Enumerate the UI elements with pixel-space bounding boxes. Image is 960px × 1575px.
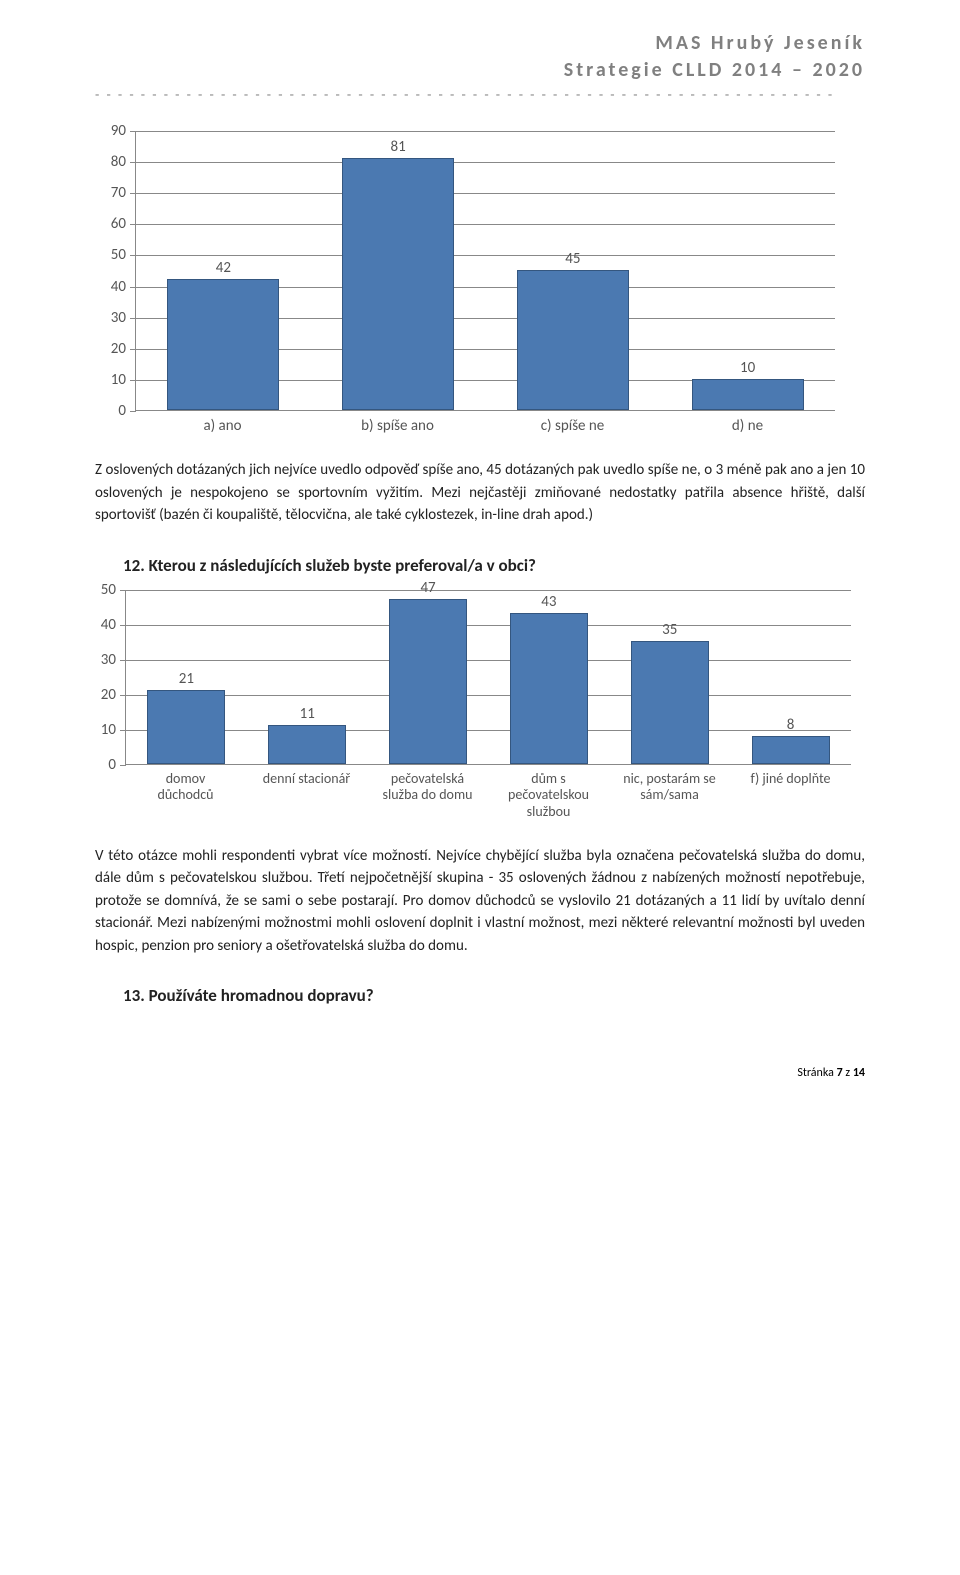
chart2-ylabel: 0 [108,756,116,774]
chart1-bar [692,379,804,410]
document-header: MAS Hrubý Jeseník Strategie CLLD 2014 – … [95,30,865,84]
chart2-plot: 0102030405021114743358 [125,590,851,765]
chart1-tickmark [130,411,136,412]
chart-1: 010203040506070809042814510a) anob) spíš… [95,131,865,435]
question-13: 13. Používáte hromadnou dopravu? [95,985,865,1006]
chart2-bar-value: 35 [662,621,677,639]
chart1-ylabel: 40 [111,278,126,296]
page-footer: Stránka 7 z 14 [95,1066,865,1080]
chart1-ylabel: 0 [118,402,126,420]
chart1-bar [517,270,629,410]
header-rule: - - - - - - - - - - - - - - - - - - - - … [95,86,865,103]
chart1-bar-value: 10 [740,359,755,377]
chart2-ylabel: 10 [101,721,116,739]
footer-prefix: Stránka [797,1066,836,1080]
chart1-bar-value: 45 [565,250,580,268]
chart1-bar [167,279,279,410]
chart1-xaxis: a) anob) spíše anoc) spíše ned) ne [135,417,835,435]
chart2-bar-value: 8 [787,716,795,734]
chart-2: 0102030405021114743358domovdůchodcůdenní… [95,590,865,821]
chart1-bar-value: 42 [216,259,231,277]
paragraph-1: Z oslovených dotázaných jich nejvíce uve… [95,459,865,527]
chart2-ylabel: 20 [101,686,116,704]
chart1-ylabel: 20 [111,340,126,358]
chart2-bar-cell: 43 [488,593,609,764]
chart2-tickmark [120,765,126,766]
chart1-bar [342,158,454,410]
chart2-bar [389,599,467,764]
chart2-xlabel: nic, postarám sesám/sama [609,771,730,821]
page: MAS Hrubý Jeseník Strategie CLLD 2014 – … [0,0,960,1120]
header-line-2: Strategie CLLD 2014 – 2020 [95,57,865,84]
chart1-bar-cell: 42 [136,259,311,410]
chart2-bar-value: 43 [541,593,556,611]
chart2-xlabel: denní stacionář [246,771,367,821]
paragraph-2: V této otázce mohli respondenti vybrat v… [95,845,865,958]
chart1-bar-value: 81 [391,138,406,156]
chart2-xlabel: domovdůchodců [125,771,246,821]
chart2-bar [752,736,830,764]
chart1-xlabel: a) ano [135,417,310,435]
chart2-bar [268,725,346,764]
footer-total: 14 [853,1066,865,1080]
chart1-bar-cell: 45 [486,250,661,410]
chart2-bar-cell: 21 [126,670,247,764]
chart2-bar [510,613,588,764]
chart2-bars: 21114743358 [126,590,851,764]
chart2-ylabel: 40 [101,616,116,634]
chart2-xaxis: domovdůchodcůdenní stacionářpečovatelská… [125,771,851,821]
chart2-bar-value: 47 [420,579,435,597]
chart1-ylabel: 80 [111,153,126,171]
chart1-ylabel: 90 [111,122,126,140]
chart2-xlabel: f) jiné doplňte [730,771,851,821]
chart2-bar-value: 11 [300,705,315,723]
chart2-bar-cell: 47 [368,579,489,764]
chart1-plot: 010203040506070809042814510 [135,131,835,411]
chart2-ylabel: 30 [101,651,116,669]
chart2-ylabel: 50 [101,581,116,599]
chart2-xlabel: dům spečovatelskouslužbou [488,771,609,821]
chart1-bar-cell: 81 [311,138,486,410]
chart1-xlabel: c) spíše ne [485,417,660,435]
chart2-bar [631,641,709,764]
chart1-xlabel: b) spíše ano [310,417,485,435]
chart1-ylabel: 10 [111,371,126,389]
chart1-bars: 42 81 45 10 [136,131,835,410]
question-12: 12. Kterou z následujících služeb byste … [95,555,865,576]
chart1-xlabel: d) ne [660,417,835,435]
chart1-ylabel: 60 [111,215,126,233]
chart2-bar-value: 21 [179,670,194,688]
chart2-bar-cell: 11 [247,705,368,764]
chart1-bar-cell: 10 [660,359,835,410]
chart1-ylabel: 50 [111,246,126,264]
header-line-1: MAS Hrubý Jeseník [95,30,865,57]
chart1-ylabel: 30 [111,309,126,327]
chart1-ylabel: 70 [111,184,126,202]
chart2-bar [147,690,225,764]
chart2-bar-cell: 8 [730,716,851,764]
footer-mid: z [843,1066,853,1080]
chart2-bar-cell: 35 [609,621,730,764]
chart2-xlabel: pečovatelskáslužba do domu [367,771,488,821]
